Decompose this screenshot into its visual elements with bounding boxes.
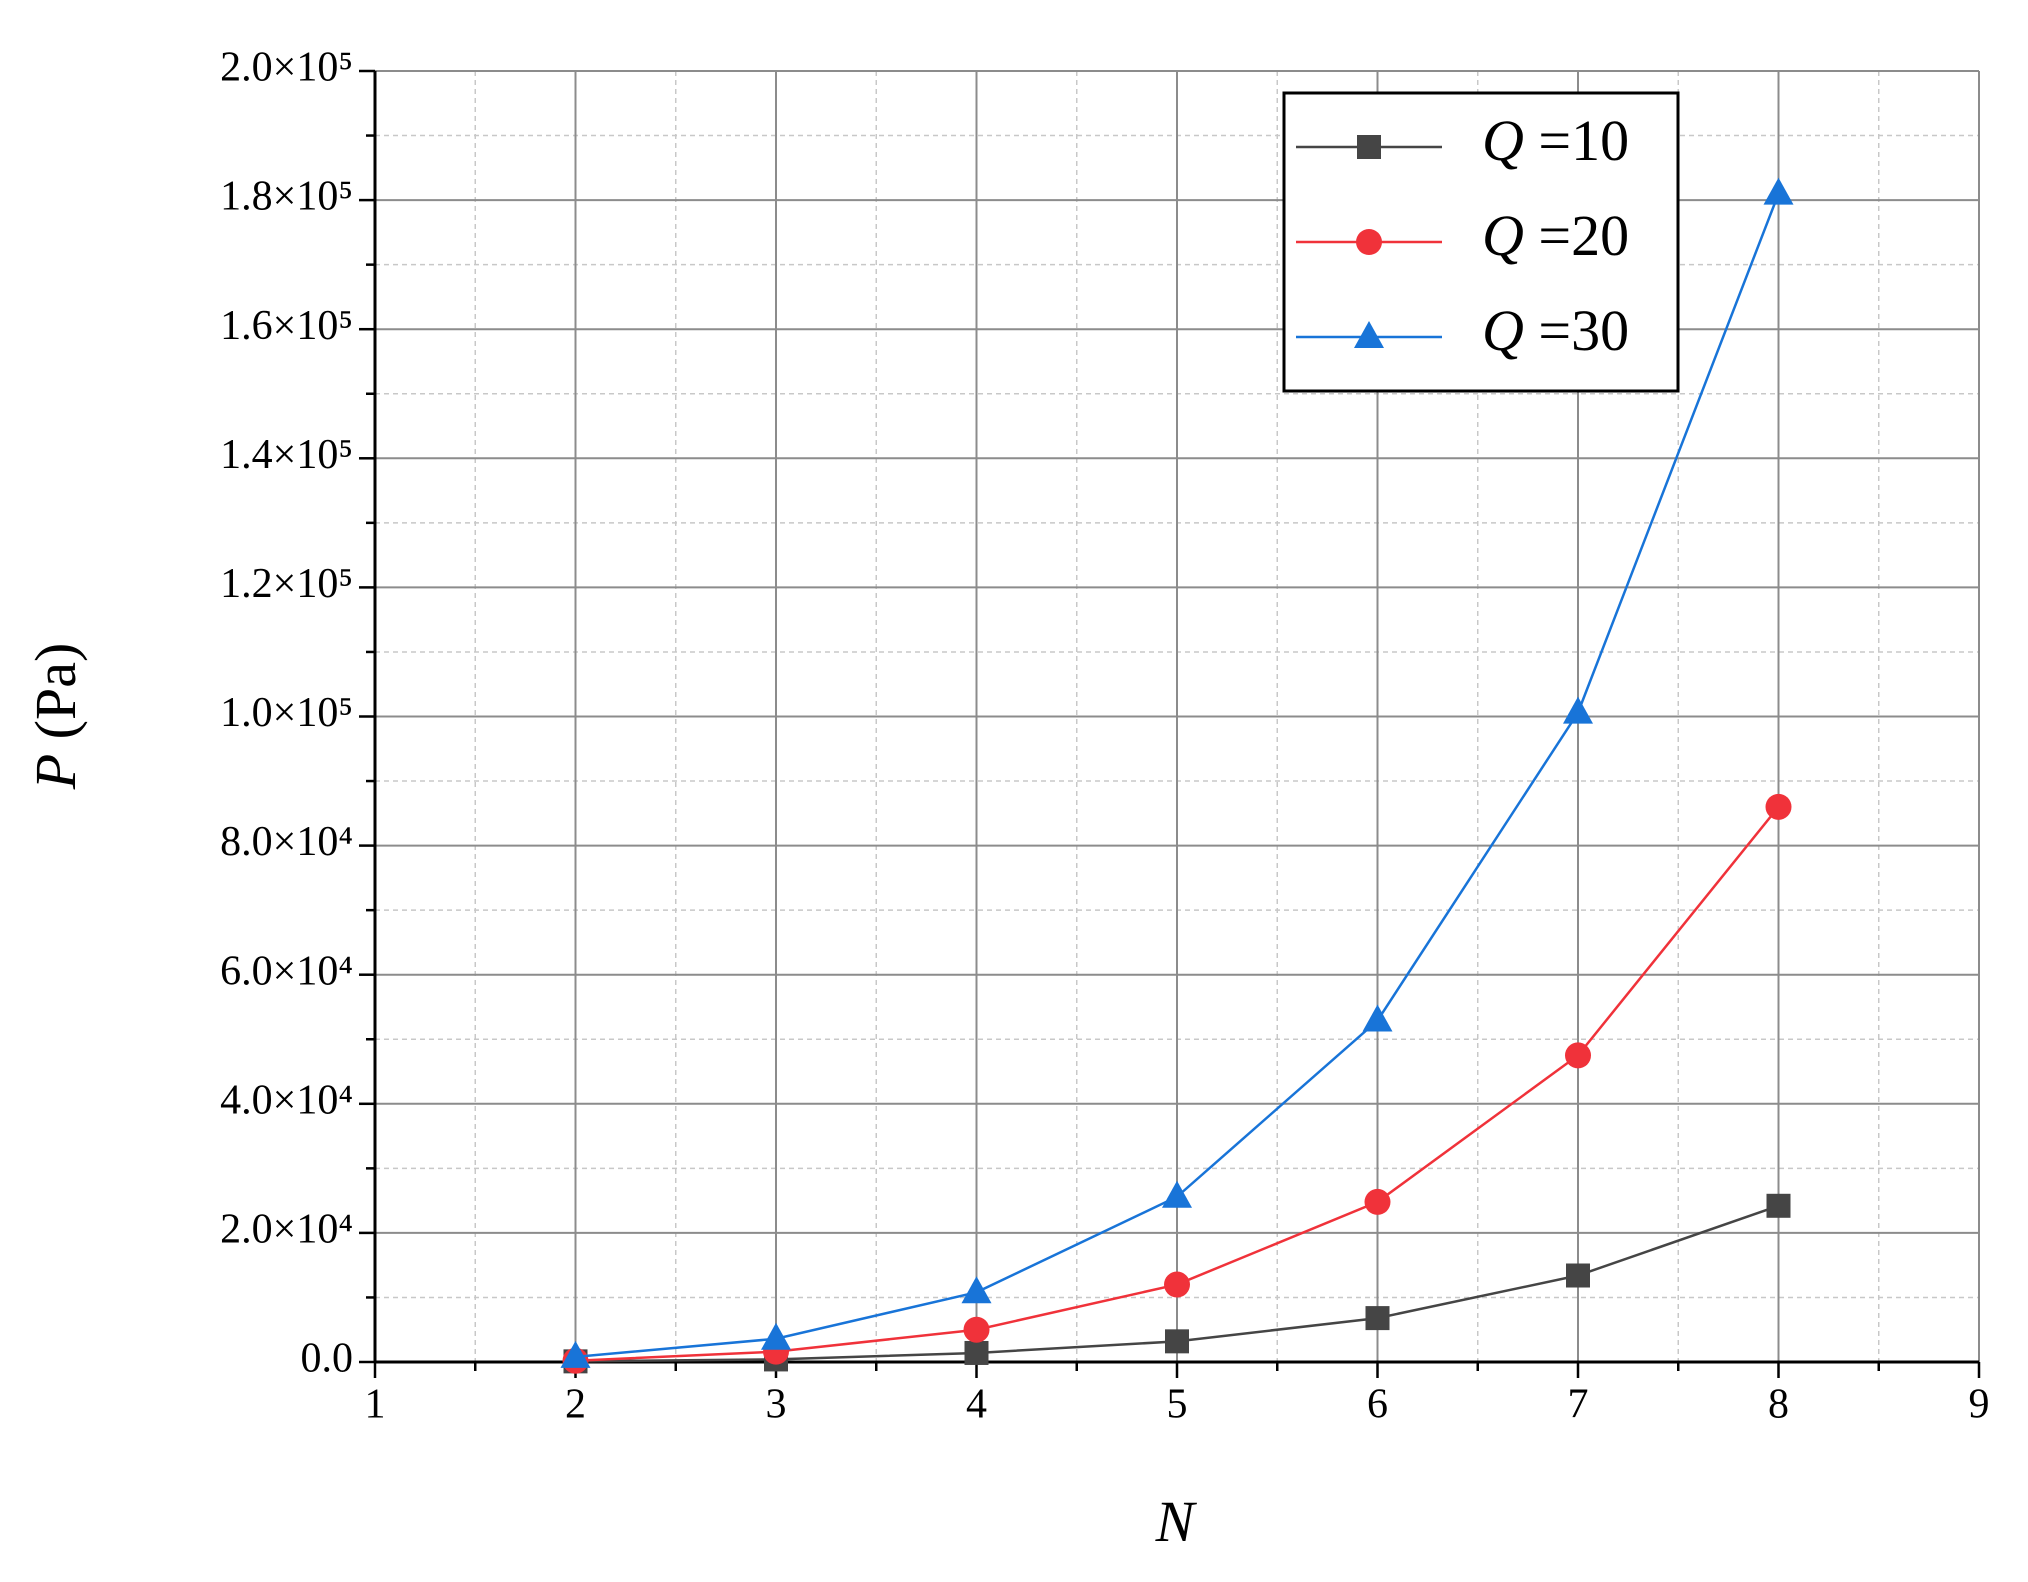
y-tick-label: 6.0×10⁴	[220, 948, 353, 994]
x-tick-label: 2	[565, 1382, 586, 1428]
legend-label: Q =20	[1482, 203, 1629, 268]
x-tick-label: 9	[1969, 1382, 1990, 1428]
legend-marker	[1356, 229, 1382, 255]
x-tick-label: 7	[1568, 1382, 1589, 1428]
marker	[961, 1276, 992, 1304]
y-axis-label: P (Pa)	[23, 643, 88, 791]
legend-marker	[1354, 321, 1384, 348]
marker	[1763, 177, 1794, 205]
legend-label: Q =10	[1482, 108, 1629, 173]
y-tick-label: 2.0×10⁵	[220, 45, 353, 91]
marker	[1362, 1004, 1393, 1032]
y-tick-label: 1.0×10⁵	[220, 690, 353, 736]
marker	[1364, 1188, 1391, 1215]
x-tick-label: 1	[365, 1382, 386, 1428]
legend-marker	[1357, 135, 1381, 159]
y-tick-label: 1.8×10⁵	[220, 174, 353, 220]
y-tick-label: 1.2×10⁵	[220, 561, 353, 607]
x-axis-label: N	[1155, 1489, 1198, 1554]
marker	[963, 1316, 990, 1343]
y-tick-label: 1.6×10⁵	[220, 303, 353, 349]
marker	[1565, 1042, 1591, 1069]
x-tick-label: 8	[1768, 1382, 1789, 1428]
marker	[1765, 793, 1792, 820]
marker	[761, 1322, 791, 1350]
marker	[1563, 696, 1593, 724]
marker	[560, 1340, 591, 1368]
marker	[1566, 1263, 1590, 1288]
marker	[1165, 1329, 1189, 1354]
x-tick-label: 4	[966, 1382, 987, 1428]
x-tick-label: 3	[766, 1382, 787, 1428]
x-tick-label: 5	[1167, 1382, 1188, 1428]
legend-label: Q =30	[1482, 298, 1629, 363]
marker	[1164, 1271, 1190, 1298]
marker	[1365, 1306, 1390, 1331]
y-tick-label: 1.4×10⁵	[220, 432, 353, 478]
y-tick-label: 0.0	[301, 1336, 354, 1382]
y-tick-label: 2.0×10⁴	[220, 1207, 353, 1253]
x-tick-label: 6	[1367, 1382, 1388, 1428]
marker	[1162, 1180, 1192, 1208]
y-tick-label: 4.0×10⁴	[220, 1077, 353, 1123]
marker	[964, 1340, 989, 1365]
y-tick-label: 8.0×10⁴	[220, 819, 353, 865]
marker	[1766, 1193, 1791, 1218]
